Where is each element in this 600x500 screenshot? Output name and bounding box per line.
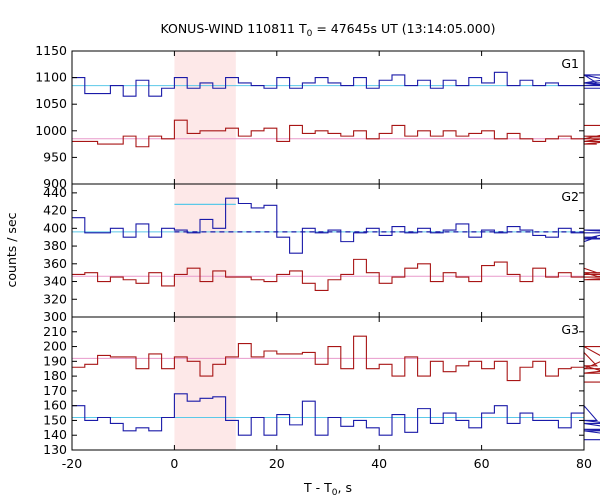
- g1-series-red: [72, 119, 600, 148]
- x-tick-label-2: 20: [269, 456, 285, 471]
- g3-series-blue: [72, 393, 600, 441]
- chart-title-prefix: KONUS-WIND 110811 T: [160, 21, 306, 36]
- g2-y-tick-label-3: 360: [43, 256, 67, 271]
- chart-title: KONUS-WIND 110811 T0 = 47645s UT (13:14:…: [160, 21, 495, 39]
- x-tick-label-0: -20: [62, 456, 82, 471]
- x-tick-label-5: 80: [576, 456, 592, 471]
- x-tick-label-1: 0: [170, 456, 178, 471]
- g2-frame: [71, 183, 585, 318]
- g1-y-tick-label-3: 1050: [35, 96, 67, 111]
- g1-y-tick-label-2: 1000: [35, 123, 67, 138]
- g1-frame: [71, 50, 585, 185]
- g2-panel-label: G2: [561, 189, 579, 204]
- g2-series-blue: [72, 197, 600, 254]
- plot-area: 900 950 1000 1050 1100 1150 G1 300 320 340 360 380 4…: [35, 43, 600, 471]
- g3-series-red: [72, 335, 600, 383]
- g1-y-tick-label-1: 950: [43, 149, 67, 164]
- x-tick-label-3: 40: [371, 456, 387, 471]
- g3-y-tick-label-7: 200: [43, 339, 67, 354]
- x-axis-label-sub: 0: [332, 488, 338, 498]
- g2-y-tick-label-7: 440: [43, 185, 67, 200]
- g2-y-tick-label-0: 300: [43, 309, 67, 324]
- g1-panel-label: G1: [561, 56, 579, 71]
- g3-y-tick-label-2: 150: [43, 412, 67, 427]
- highlight-interval: [174, 51, 236, 450]
- g1-series-blue: [72, 71, 600, 97]
- chart-title-sub: 0: [307, 29, 313, 39]
- g3-y-tick-label-0: 130: [43, 442, 67, 457]
- x-tick-label-4: 60: [474, 456, 490, 471]
- g3-y-tick-label-4: 170: [43, 383, 67, 398]
- g3-frame: [71, 316, 585, 451]
- g2-y-tick-label-1: 320: [43, 291, 67, 306]
- g3-panel-label: G3: [561, 322, 579, 337]
- g3-y-tick-label-8: 210: [43, 324, 67, 339]
- x-axis-label-prefix: T - T: [303, 480, 332, 495]
- g1-y-tick-label-5: 1150: [35, 43, 67, 58]
- g2-y-tick-label-6: 420: [43, 203, 67, 218]
- g2-y-tick-label-4: 380: [43, 238, 67, 253]
- g2-series-red: [72, 258, 600, 291]
- g1-y-tick-label-0: 900: [43, 176, 67, 191]
- g3-y-tick-label-1: 140: [43, 427, 67, 442]
- y-axis-label: counts / sec: [4, 212, 19, 287]
- g3-y-tick-label-5: 180: [43, 368, 67, 383]
- chart-title-suffix: = 47645s UT (13:14:05.000): [312, 21, 495, 36]
- g3-y-tick-label-6: 190: [43, 353, 67, 368]
- x-axis-label: T - T0, s: [303, 480, 352, 498]
- g1-y-tick-label-4: 1100: [35, 70, 67, 85]
- x-axis-label-suffix: , s: [338, 480, 352, 495]
- g2-y-tick-label-2: 340: [43, 274, 67, 289]
- g2-y-tick-label-5: 400: [43, 220, 67, 235]
- g3-y-tick-label-3: 160: [43, 398, 67, 413]
